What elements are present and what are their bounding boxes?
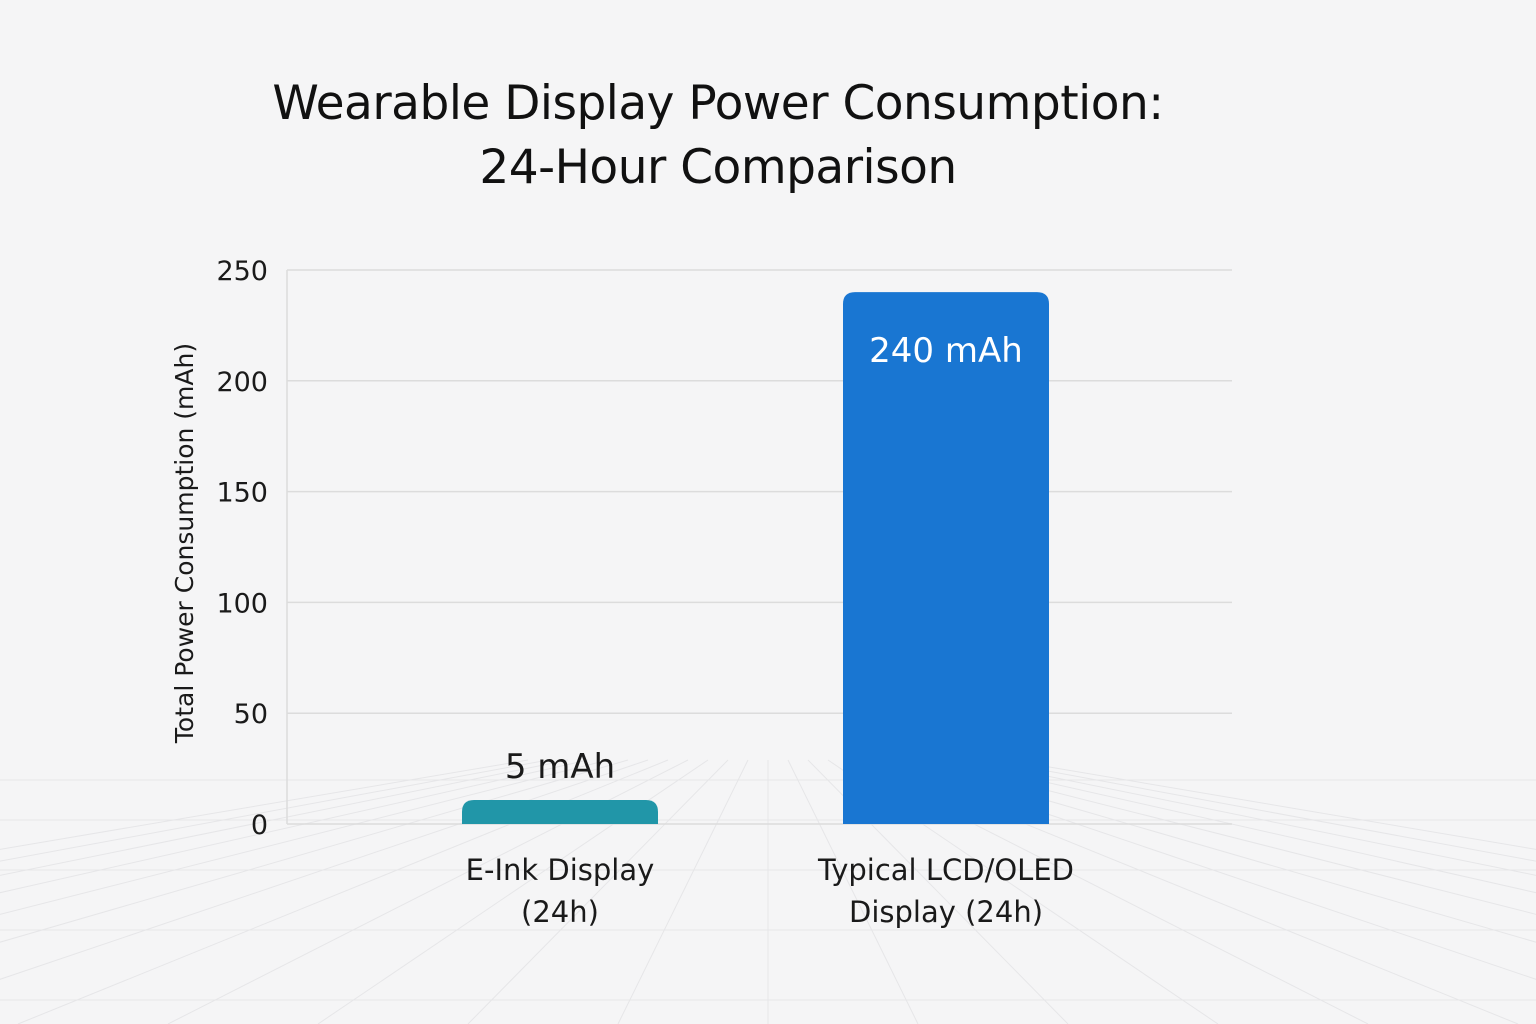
x-axis-categories: E-Ink Display (24h) Typical LCD/OLED Displa… [466, 853, 1074, 929]
x-tick-label: Display (24h) [849, 895, 1043, 929]
bar-e-ink [462, 800, 658, 824]
bars [462, 292, 1049, 824]
y-tick-label: 100 [216, 588, 268, 619]
chart-title-line-2: 24-Hour Comparison [479, 140, 957, 195]
y-axis-label: Total Power Consumption (mAh) [170, 343, 199, 744]
data-label: 240 mAh [869, 331, 1023, 371]
bar-lcd-oled [843, 292, 1049, 824]
x-tick-label: (24h) [521, 895, 599, 929]
data-label: 5 mAh [505, 747, 615, 787]
y-axis-ticks: 0 50 100 150 200 250 [216, 256, 268, 841]
y-tick-label: 200 [216, 367, 268, 398]
y-tick-label: 150 [216, 478, 268, 509]
y-tick-label: 50 [234, 699, 268, 730]
x-tick-label: Typical LCD/OLED [817, 853, 1074, 887]
chart-title-line-1: Wearable Display Power Consumption: [272, 76, 1164, 131]
chart-title: Wearable Display Power Consumption: 24-H… [0, 72, 1436, 200]
y-tick-label: 0 [251, 810, 268, 841]
x-tick-label: E-Ink Display [466, 853, 655, 887]
y-tick-label: 250 [216, 256, 268, 287]
gridlines [286, 269, 1232, 825]
data-labels: 5 mAh 240 mAh [505, 331, 1023, 787]
